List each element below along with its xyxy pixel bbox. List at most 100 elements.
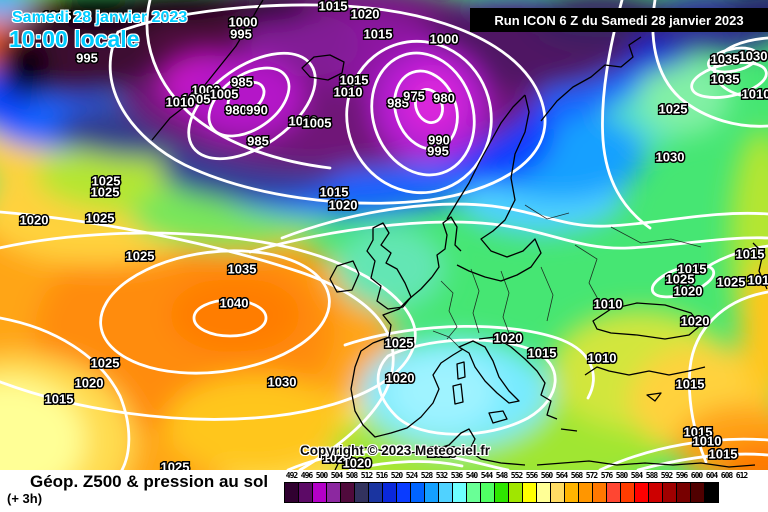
pressure-label: 995 xyxy=(76,51,98,66)
colorbar-value: 584 xyxy=(630,471,643,480)
pressure-label: 1015 xyxy=(45,392,74,407)
pressure-label: 1020 xyxy=(323,451,352,466)
pressure-label: 1010 xyxy=(742,87,768,102)
pressure-label: 980 xyxy=(225,103,247,118)
colorbar-swatch xyxy=(480,482,495,503)
date-line: Samedi 28 janvier 2023 xyxy=(12,9,188,26)
colorbar-swatch xyxy=(564,482,579,503)
pressure-label: 1025 xyxy=(91,185,120,200)
colorbar-value: 604 xyxy=(705,471,718,480)
pressure-label: 1020 xyxy=(428,445,457,460)
colorbar-swatch xyxy=(662,482,677,503)
pressure-label: 1010 xyxy=(594,297,623,312)
pressure-label: 1035 xyxy=(711,52,740,67)
pressure-label: 1015 xyxy=(676,377,705,392)
pressure-label: 985 xyxy=(247,134,269,149)
colorbar-value: 552 xyxy=(510,471,523,480)
pressure-label: 1015 xyxy=(320,185,349,200)
map-canvas: 1015 995 1000 995 1015 1020 1015 1000 985 1000 100… xyxy=(0,0,768,470)
colorbar-value: 568 xyxy=(570,471,583,480)
colorbar-swatch xyxy=(326,482,341,503)
colorbar-swatch xyxy=(298,482,313,503)
pressure-label: 1020 xyxy=(681,314,710,329)
colorbar-swatch xyxy=(424,482,439,503)
colorbar-swatch xyxy=(382,482,397,503)
pressure-label: 1020 xyxy=(351,7,380,22)
pressure-label: 1035 xyxy=(228,262,257,277)
map-subtitle: (+ 3h) xyxy=(7,491,43,506)
colorbar-swatch xyxy=(550,482,565,503)
pressure-label: 1030 xyxy=(656,150,685,165)
pressure-label: 1015 xyxy=(709,447,738,462)
pressure-label: 1015 xyxy=(319,0,348,14)
colorbar-value: 612 xyxy=(735,471,748,480)
colorbar-value: 588 xyxy=(645,471,658,480)
pressure-label: 1015 xyxy=(364,27,393,42)
pressure-label: 990 xyxy=(428,133,450,148)
colorbar-value: 512 xyxy=(360,471,373,480)
pressure-label: 1015 xyxy=(736,247,765,262)
colorbar-swatch xyxy=(522,482,537,503)
pressure-label: 1025 xyxy=(92,174,121,189)
pressure-label: 1005 xyxy=(303,116,332,131)
pressure-label: 1030 xyxy=(268,375,297,390)
colorbar-value: 576 xyxy=(600,471,613,480)
pressure-label: 995 xyxy=(230,27,252,42)
colorbar-value: 528 xyxy=(420,471,433,480)
colorbar-swatch xyxy=(438,482,453,503)
colorbar-swatch xyxy=(452,482,467,503)
pressure-label: 1025 xyxy=(666,272,695,287)
pressure-label: 975 xyxy=(403,89,425,104)
legend-footer: Géop. Z500 & pression au sol (+ 3h) 492 4… xyxy=(0,470,768,512)
pressure-label: 1015 xyxy=(748,273,768,288)
pressure-label: 1025 xyxy=(161,460,190,471)
pressure-label: 1040 xyxy=(220,296,249,311)
colorbar-value: 596 xyxy=(675,471,688,480)
colorbar-value: 536 xyxy=(450,471,463,480)
colorbar-value: 572 xyxy=(585,471,598,480)
colorbar-value: 524 xyxy=(405,471,418,480)
run-info-banner: Run ICON 6 Z du Samedi 28 janvier 2023 xyxy=(470,8,768,32)
map-title: Géop. Z500 & pression au sol xyxy=(30,472,269,491)
time-line: 10:00 locale xyxy=(9,26,140,52)
colorbar-value: 516 xyxy=(375,471,388,480)
pressure-label: 990 xyxy=(246,103,268,118)
colorbar-swatch xyxy=(620,482,635,503)
colorbar-value: 608 xyxy=(720,471,733,480)
pressure-label: 1025 xyxy=(86,211,115,226)
pressure-label: 980 xyxy=(433,91,455,106)
isobar-contours xyxy=(0,0,768,470)
colorbar-swatch xyxy=(648,482,663,503)
coastlines xyxy=(151,0,768,470)
colorbar-value: 504 xyxy=(330,471,343,480)
pressure-label: 1020 xyxy=(20,213,49,228)
pressure-label: 1010 xyxy=(334,85,363,100)
pressure-label: 1030 xyxy=(739,49,768,64)
pressure-label: 1035 xyxy=(711,72,740,87)
colorbar-value: 496 xyxy=(300,471,313,480)
colorbar-labels: 492 496 500 504 508 512 516 520 524 528 532 536 540 5… xyxy=(284,471,749,481)
colorbar-value: 520 xyxy=(390,471,403,480)
colorbar-swatch xyxy=(410,482,425,503)
colorbar-swatch xyxy=(690,482,705,503)
colorbar-value: 544 xyxy=(480,471,493,480)
copyright-text: Copyright © 2023 Meteociel.fr xyxy=(300,443,490,458)
colorbar-swatch xyxy=(312,482,327,503)
colorbar-swatch xyxy=(578,482,593,503)
run-info-text: Run ICON 6 Z du Samedi 28 janvier 2023 xyxy=(494,12,744,28)
colorbar-swatch xyxy=(704,482,719,503)
colorbar-swatch xyxy=(536,482,551,503)
pressure-label: 1015 xyxy=(340,73,369,88)
colorbar-swatch xyxy=(676,482,691,503)
pressure-label: 1015 xyxy=(678,262,707,277)
colorbar-value: 532 xyxy=(435,471,448,480)
pressure-label: 1020 xyxy=(494,331,523,346)
pressure-label: 1015 xyxy=(528,346,557,361)
colorbar-value: 580 xyxy=(615,471,628,480)
pressure-label: 1000 xyxy=(229,15,258,30)
pressure-label: 1015 xyxy=(43,9,72,24)
pressure-label: 1025 xyxy=(385,336,414,351)
